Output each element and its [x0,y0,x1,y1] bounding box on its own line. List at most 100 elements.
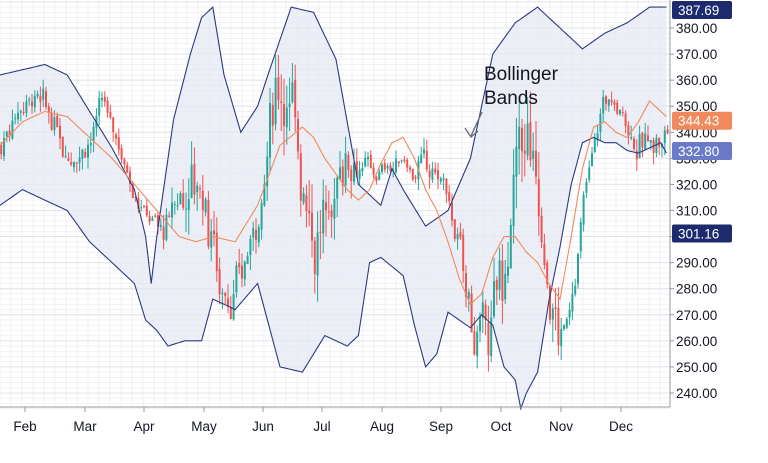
candle-up [53,117,56,130]
candle-up [512,174,515,227]
candle-up [19,111,22,113]
candle-up [3,138,5,157]
candle-up [591,153,593,167]
candle-down [311,212,313,241]
candle-down [546,262,549,285]
candle-up [439,178,442,182]
price-tag-box [672,142,732,161]
candle-up [649,140,652,143]
candle-up [423,149,425,154]
candle-down [406,159,409,168]
candle-down [213,230,215,235]
candle-up [493,281,495,317]
y-tick-label: 310.00 [676,203,717,218]
candle-up [571,294,574,312]
candle-down [621,112,624,114]
candle-up [291,82,294,103]
candle-up [593,138,596,152]
x-tick-label: Feb [13,419,36,434]
y-axis-ticks: 240.00250.00260.00270.00280.00290.00300.… [670,21,717,401]
candle-up [73,162,75,168]
price-tag-box [672,224,732,243]
candle-down [75,162,78,164]
candle-up [221,292,224,294]
candle-up [563,325,565,330]
x-axis-ticks: Feb Mar Apr May Jun Jul Aug Sep Oct Nov Dec [13,407,633,434]
candle-down [355,161,358,177]
candle-up [187,199,190,211]
candle-down [143,205,145,207]
candle-down [224,292,227,296]
candle-up [596,133,599,141]
candle-up [5,131,8,137]
candle-down [70,162,73,165]
candle-up [602,97,605,114]
candle-up [92,127,95,141]
candle-down [330,210,333,217]
candle-up [322,199,325,234]
candle-down [484,304,487,320]
price-tags: 387.69 344.43 332.80 301.16 [672,1,732,243]
candle-up [358,169,361,179]
candle-up [551,308,554,320]
candle-up [565,318,568,328]
candle-up [431,168,434,180]
candle-down [67,158,70,161]
candle-up [532,150,535,159]
candle-down [521,128,523,152]
candle-down [605,96,607,104]
candle-up [504,273,507,300]
candle-down [115,134,117,139]
annotation-line-2: Bands [484,88,538,109]
candle-down [658,138,661,147]
candle-down [271,104,274,126]
annotation-arrow [464,111,483,139]
candle-up [577,253,579,284]
candle-down [238,263,241,268]
candle-up [638,134,641,159]
bollinger-band-fill [0,7,667,409]
candle-down [549,285,551,320]
candle-down [487,322,490,356]
candle-down [610,99,613,103]
candle-down [473,331,476,355]
candle-down [535,150,537,177]
y-tick-label: 370.00 [676,47,717,62]
candle-up [509,224,512,269]
x-tick-label: Jun [252,419,274,434]
candle-down [22,111,25,113]
candle-down [109,112,112,118]
candle-up [266,156,269,187]
candle-down [56,115,59,128]
candle-down [389,165,392,171]
y-tick-label: 280.00 [676,282,717,297]
candle-down [61,136,64,157]
candle-down [411,168,414,180]
candle-up [361,167,364,172]
price-tag-label: 387.69 [678,3,719,18]
candle-up [526,123,529,156]
candle-up [78,157,81,163]
candle-up [518,126,521,150]
candle-down [616,102,619,114]
candle-down [372,167,375,176]
candle-up [246,255,249,264]
candle-down [383,163,386,170]
candle-down [106,100,109,113]
x-tick-label: Nov [549,419,573,434]
candle-down [207,200,210,247]
candle-up [64,155,67,157]
candle-down [453,219,456,239]
candle-up [185,208,187,210]
candle-down [134,196,137,198]
candle-down [434,168,437,173]
candle-down [120,147,123,160]
candle-up [260,203,263,230]
candle-up [42,88,45,100]
candle-down [294,79,297,118]
candle-up [367,156,369,160]
candle-down [218,269,221,295]
candle-up [333,198,336,219]
candle-down [557,308,560,346]
